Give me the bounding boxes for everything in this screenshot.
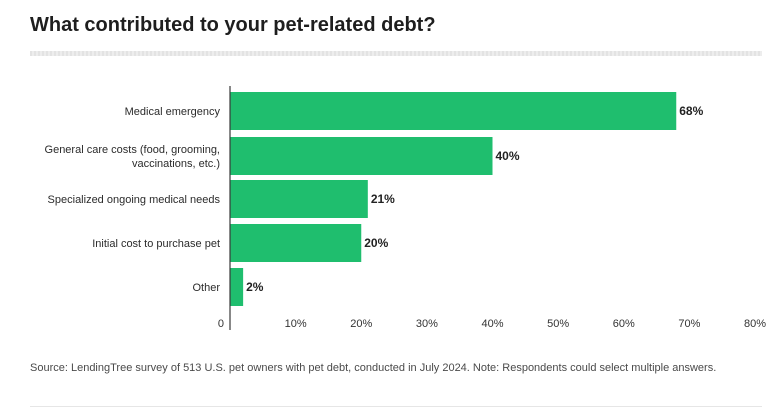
x-tick-label: 0	[218, 318, 224, 330]
category-label: General care costs (food, grooming, vacci…	[45, 144, 220, 170]
category-label-line: Specialized ongoing medical needs	[48, 194, 221, 206]
title-divider	[30, 51, 762, 56]
bar	[230, 137, 493, 175]
x-axis-ticks: 0 10% 20% 30% 40% 50% 60% 70% 80%	[218, 318, 766, 330]
source-note: Source: LendingTree survey of 513 U.S. p…	[30, 362, 717, 374]
value-label: 20%	[364, 236, 388, 250]
category-label-line: General care costs (food, grooming,	[45, 144, 220, 156]
chart-title: What contributed to your pet-related deb…	[30, 14, 436, 36]
bottom-divider	[30, 406, 762, 407]
x-tick-label: 30%	[416, 318, 438, 330]
bar	[230, 180, 368, 218]
category-label-line: Other	[192, 282, 220, 294]
x-tick-label: 80%	[744, 318, 766, 330]
category-label-line: vaccinations, etc.)	[132, 158, 220, 170]
value-label: 40%	[496, 149, 520, 163]
value-label: 68%	[679, 104, 703, 118]
bar	[230, 92, 677, 130]
x-tick-label: 20%	[350, 318, 372, 330]
category-label: Medical emergency	[125, 106, 221, 118]
x-tick-label: 50%	[547, 318, 569, 330]
value-label: 21%	[371, 192, 395, 206]
bar	[230, 268, 244, 306]
category-label: Other	[192, 282, 220, 294]
x-tick-label: 40%	[481, 318, 503, 330]
bar-chart: Medical emergency General care costs (foo…	[45, 86, 766, 330]
category-label: Specialized ongoing medical needs	[48, 194, 221, 206]
value-label: 2%	[246, 280, 264, 294]
bar-group	[230, 92, 677, 306]
category-label-line: Initial cost to purchase pet	[92, 238, 220, 250]
value-labels: 68% 40% 21% 20% 2%	[246, 104, 703, 294]
category-label-line: Medical emergency	[125, 106, 221, 118]
x-tick-label: 70%	[678, 318, 700, 330]
x-tick-label: 10%	[285, 318, 307, 330]
category-labels: Medical emergency General care costs (foo…	[45, 106, 221, 294]
category-label: Initial cost to purchase pet	[92, 238, 220, 250]
x-tick-label: 60%	[613, 318, 635, 330]
bar	[230, 224, 362, 262]
